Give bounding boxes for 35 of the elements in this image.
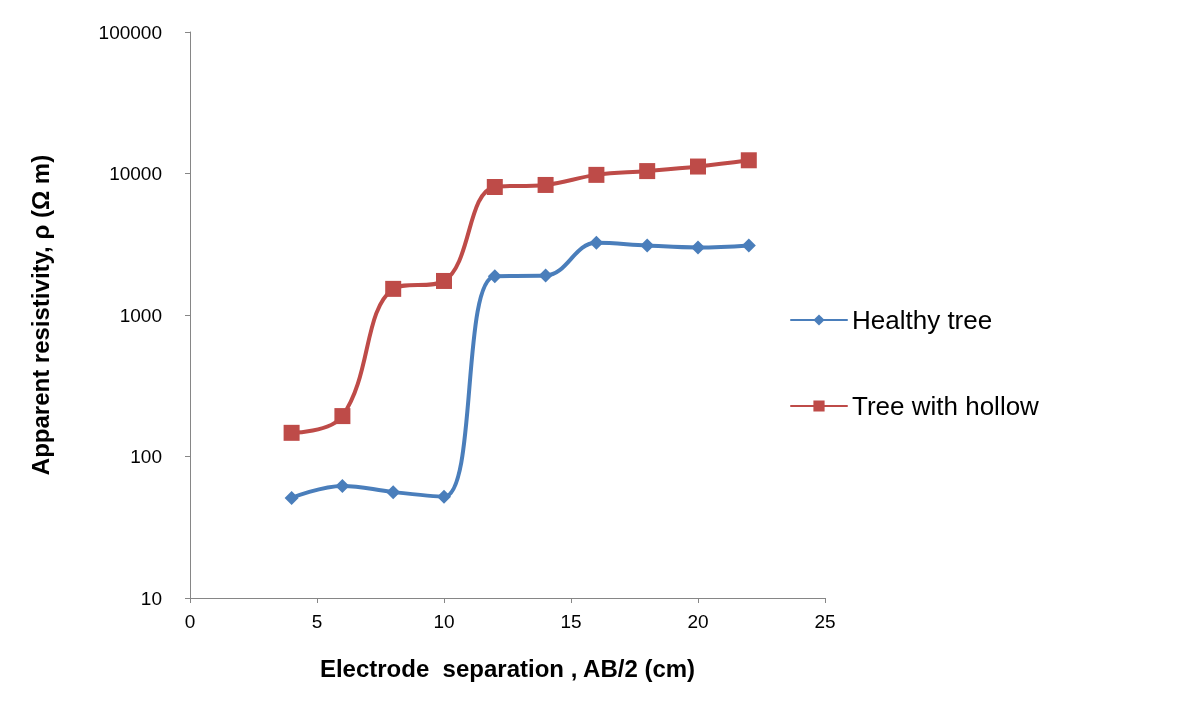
x-tick-label: 25 (814, 611, 836, 632)
point (385, 280, 402, 297)
x-tick-label: 10 (433, 611, 455, 632)
point (284, 490, 299, 505)
y-tick-label: 10000 (109, 163, 162, 184)
point (335, 478, 350, 493)
point (691, 240, 705, 255)
legend-label: Healthy tree (852, 305, 993, 335)
point (639, 163, 656, 180)
point (334, 408, 351, 425)
point (690, 158, 706, 175)
point (538, 268, 553, 283)
point (283, 424, 300, 441)
x-tick-label: 20 (687, 611, 709, 632)
y-tick-label: 10 (140, 587, 162, 609)
y-axis-title: Apparent resistivity, ρ (Ω m) (26, 154, 54, 476)
point (640, 238, 655, 253)
point (486, 178, 503, 195)
legend-label: Tree with hollow (852, 391, 1040, 421)
x-tick-label: 5 (311, 611, 323, 632)
y-tick-label: 1000 (119, 304, 162, 326)
point (741, 238, 756, 253)
x-tick-label: 15 (560, 611, 582, 632)
point (740, 152, 757, 169)
x-axis-title: Electrode separation , AB/2 (cm) (319, 654, 696, 682)
point (386, 485, 401, 500)
y-tick-label: 100 (130, 446, 162, 467)
x-tick-label: 0 (184, 611, 196, 632)
point (588, 166, 605, 183)
point (537, 176, 554, 193)
point (437, 489, 451, 504)
y-tick-label: 100000 (98, 21, 162, 43)
point (436, 272, 452, 289)
point (487, 269, 502, 284)
point (589, 235, 604, 250)
